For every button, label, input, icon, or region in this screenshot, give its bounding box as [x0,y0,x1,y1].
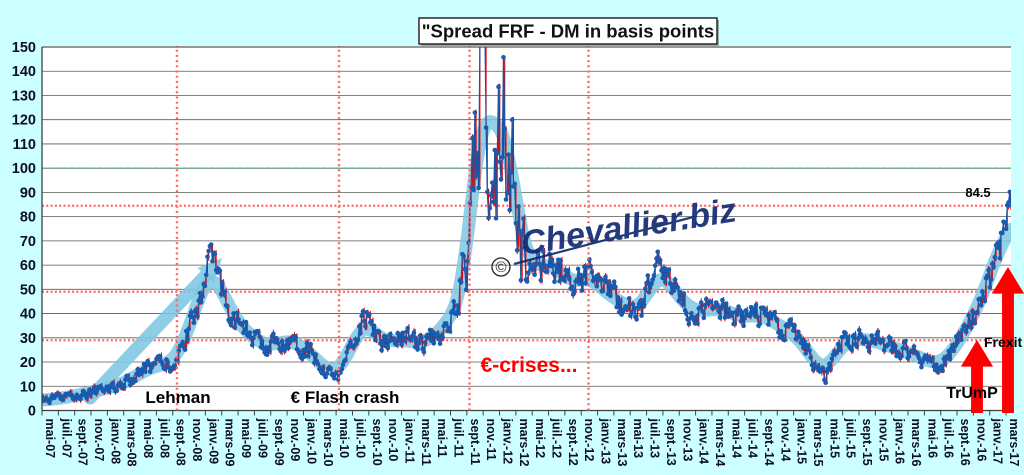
svg-text:mai-13: mai-13 [631,419,645,459]
svg-text:60: 60 [20,258,36,274]
svg-text:sept.-11: sept.-11 [468,419,482,466]
svg-text:nov.-10: nov.-10 [386,419,400,462]
svg-text:40: 40 [20,307,36,323]
svg-text:nov.-07: nov.-07 [92,419,106,462]
svg-text:janv.-17: janv.-17 [991,418,1005,465]
svg-text:sept.-13: sept.-13 [664,419,678,466]
svg-text:50: 50 [20,282,36,298]
svg-text:mai-14: mai-14 [729,419,743,459]
svg-text:janv.-13: janv.-13 [599,418,613,465]
svg-text:nov.-11: nov.-11 [484,419,498,461]
svg-text:sept.-08: sept.-08 [174,419,188,466]
svg-text:€-crises...: €-crises... [481,354,578,377]
svg-text:mai-09: mai-09 [239,419,253,459]
svg-text:mars-10: mars-10 [321,419,335,467]
svg-text:140: 140 [12,64,36,80]
svg-text:mars-17: mars-17 [1007,419,1021,467]
svg-text:nov.-15: nov.-15 [876,419,890,462]
svg-text:110: 110 [13,137,36,153]
svg-text:mars-14: mars-14 [713,419,727,467]
svg-text:sept.-12: sept.-12 [566,419,580,466]
svg-text:84.5: 84.5 [965,185,990,200]
svg-text:70: 70 [20,234,36,250]
svg-text:janv.-10: janv.-10 [304,418,318,465]
svg-text:©: © [495,259,506,276]
svg-text:"Spread FRF - DM in basis poin: "Spread FRF - DM in basis points [422,21,714,42]
svg-text:juil.-15: juil.-15 [844,418,858,459]
svg-text:juil.-14: juil.-14 [746,418,760,459]
svg-text:mars-15: mars-15 [811,419,825,467]
svg-text:mars-12: mars-12 [517,419,531,467]
svg-text:janv.-12: janv.-12 [501,418,515,465]
svg-text:sept.-07: sept.-07 [76,419,90,466]
svg-text:sept.-10: sept.-10 [370,419,384,466]
svg-text:nov.-08: nov.-08 [190,419,204,462]
svg-text:janv.-14: janv.-14 [697,418,711,465]
svg-text:mai-07: mai-07 [43,419,57,459]
svg-text:mars-11: mars-11 [419,419,433,466]
svg-text:20: 20 [20,355,36,371]
svg-text:mars-09: mars-09 [223,419,237,467]
svg-text:nov.-14: nov.-14 [778,419,792,462]
svg-text:130: 130 [12,88,36,104]
svg-text:nov.-13: nov.-13 [680,419,694,462]
svg-text:juil.-13: juil.-13 [648,418,662,459]
svg-text:mai-08: mai-08 [141,419,155,459]
svg-text:€ Flash crash: € Flash crash [291,388,400,407]
svg-text:10: 10 [20,379,36,395]
svg-text:Frexit: Frexit [984,334,1022,350]
svg-text:nov.-12: nov.-12 [582,419,596,462]
svg-text:30: 30 [20,331,36,347]
svg-text:juil.-10: juil.-10 [353,418,367,459]
svg-text:0: 0 [28,404,36,420]
svg-text:90: 90 [20,185,36,201]
svg-text:janv.-09: janv.-09 [206,418,220,465]
svg-text:Lehman: Lehman [145,388,210,407]
svg-text:80: 80 [20,210,36,226]
svg-text:mai-15: mai-15 [827,419,841,459]
svg-text:nov.-09: nov.-09 [288,419,302,462]
svg-text:sept.-14: sept.-14 [762,419,776,466]
svg-text:juil.-12: juil.-12 [550,418,564,459]
svg-text:mai-16: mai-16 [925,419,939,459]
svg-text:nov.-16: nov.-16 [974,419,988,462]
svg-text:juil.-11: juil.-11 [452,418,466,458]
svg-text:janv.-16: janv.-16 [893,418,907,465]
svg-text:mai-12: mai-12 [533,419,547,459]
svg-text:juil.-07: juil.-07 [59,418,73,459]
svg-text:juil.-08: juil.-08 [157,418,171,459]
svg-text:janv.-11: janv.-11 [402,418,416,464]
svg-text:mars-08: mars-08 [125,419,139,467]
svg-text:TrUmP: TrUmP [946,385,998,402]
svg-text:150: 150 [12,40,36,56]
svg-text:sept.-16: sept.-16 [958,419,972,466]
svg-text:juil.-16: juil.-16 [942,418,956,459]
svg-text:mai-11: mai-11 [435,419,449,458]
svg-text:sept.-15: sept.-15 [860,419,874,466]
svg-text:janv.-15: janv.-15 [795,418,809,465]
svg-text:juil.-09: juil.-09 [255,418,269,459]
svg-text:120: 120 [12,113,36,129]
svg-text:mars-16: mars-16 [909,419,923,467]
svg-text:100: 100 [12,161,36,177]
svg-text:janv.-08: janv.-08 [108,418,122,465]
svg-text:sept.-09: sept.-09 [272,419,286,466]
svg-text:mai-10: mai-10 [337,419,351,459]
svg-text:mars-13: mars-13 [615,419,629,467]
